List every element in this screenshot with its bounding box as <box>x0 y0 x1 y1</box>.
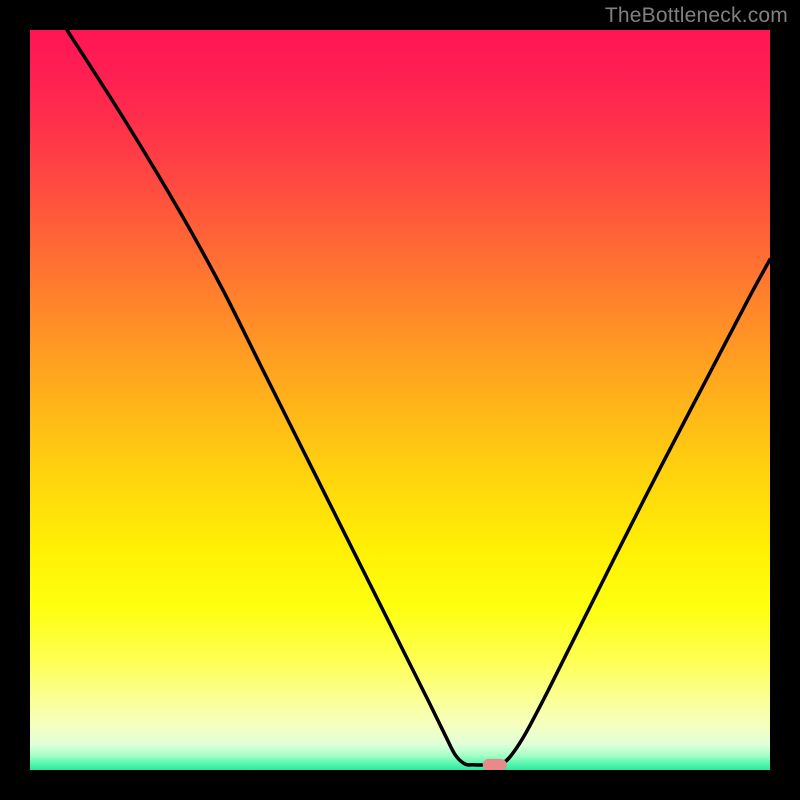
watermark-text: TheBottleneck.com <box>605 4 788 28</box>
outer-frame: TheBottleneck.com <box>0 0 800 800</box>
plot-area <box>30 30 770 770</box>
optimal-marker <box>483 759 507 770</box>
bottleneck-chart <box>30 30 770 770</box>
gradient-background <box>30 30 770 770</box>
